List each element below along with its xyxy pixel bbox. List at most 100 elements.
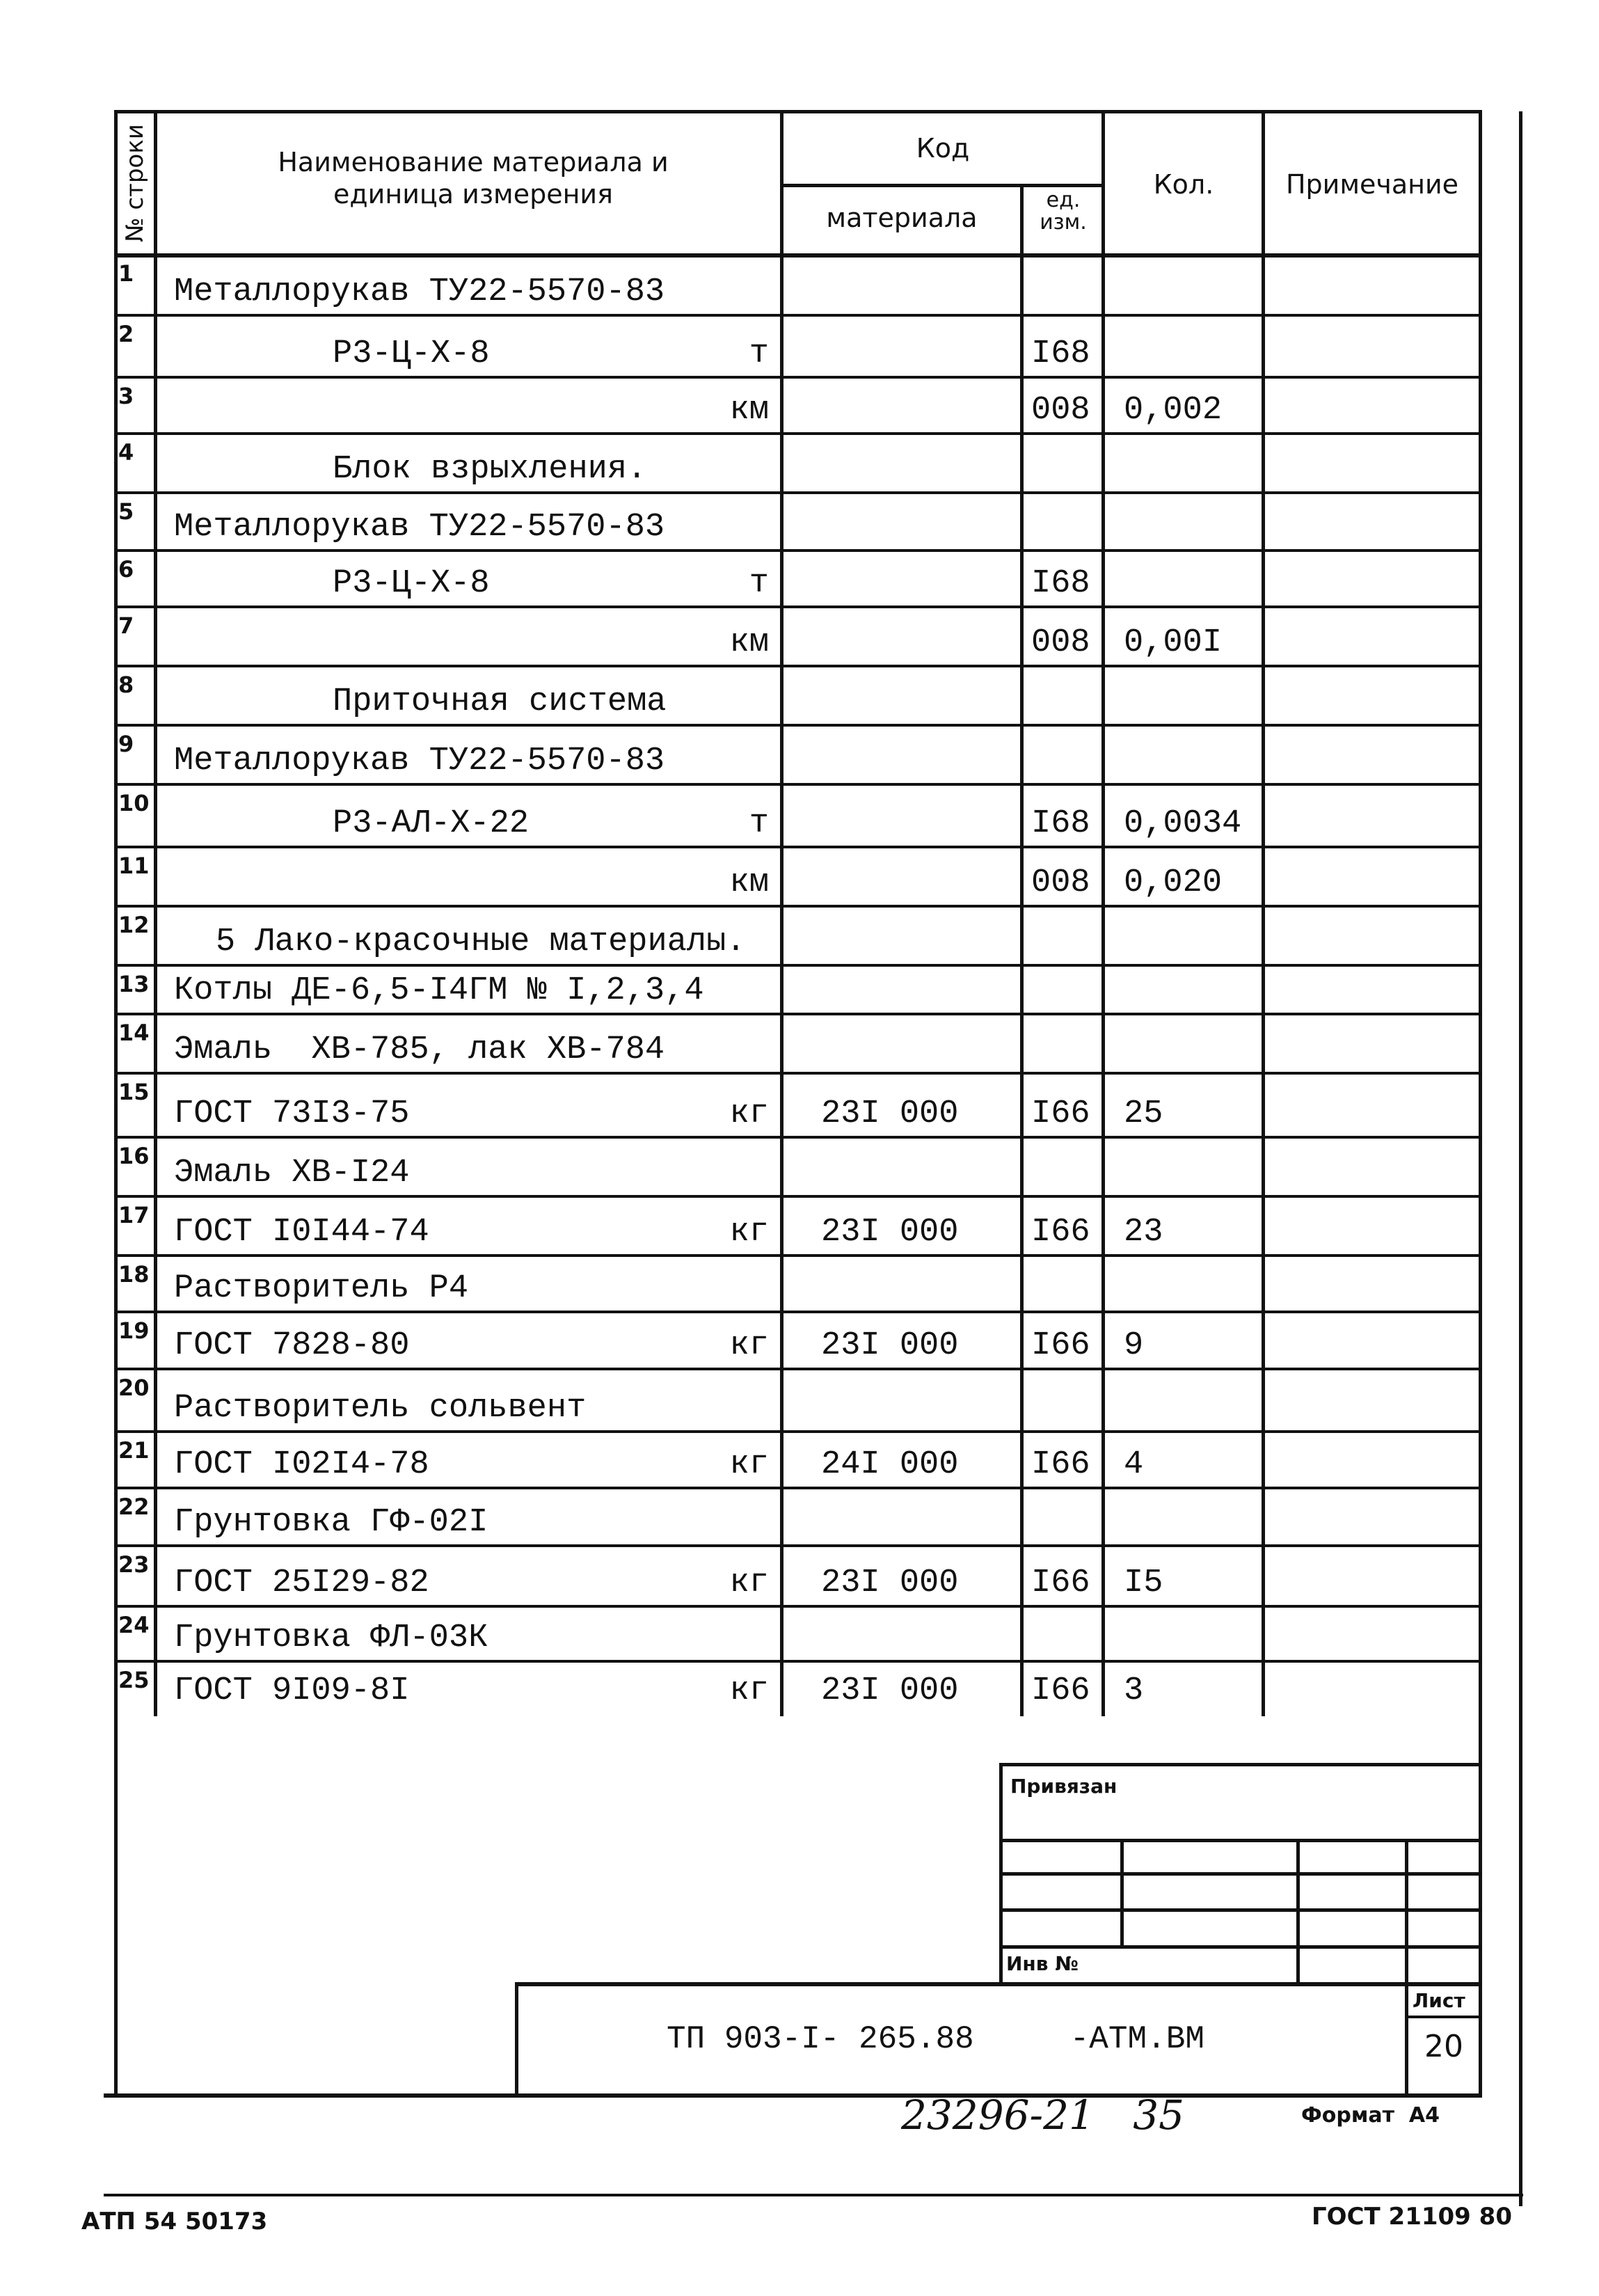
- row-line: [116, 605, 1481, 608]
- row-line: [116, 432, 1481, 435]
- header-row-no: № строки: [116, 111, 154, 254]
- stamp-vline: [1120, 1839, 1124, 1947]
- unit-code: 008: [1031, 392, 1090, 429]
- table-left-border: [114, 110, 118, 2095]
- stamp-line: [999, 1872, 1481, 1876]
- col-line: [1101, 110, 1105, 1716]
- row-number: 4: [118, 439, 134, 466]
- header-qty: Кол.: [1153, 169, 1214, 200]
- row-number: 7: [118, 612, 134, 639]
- unit-label: кг: [729, 1214, 769, 1251]
- material-code: 24I 000: [821, 1446, 959, 1483]
- row-number: 11: [118, 853, 150, 879]
- standard-label: ГОСТ 21109 80: [1312, 2203, 1512, 2231]
- unit-label: т: [749, 565, 769, 602]
- stamp-vline: [1479, 1716, 1482, 2098]
- col-line: [780, 110, 783, 1716]
- material-name: ГОСТ I0I44-74: [174, 1214, 429, 1251]
- row-line: [116, 1605, 1481, 1608]
- unit-label: км: [729, 392, 769, 429]
- material-code: 23I 000: [821, 1672, 959, 1709]
- stamp-line: [515, 1982, 1481, 1986]
- row-number: 10: [118, 790, 150, 816]
- row-number: 6: [118, 556, 134, 583]
- row-number: 12: [118, 912, 150, 938]
- unit-label: кг: [729, 1672, 769, 1709]
- material-name: Приточная система: [333, 683, 667, 720]
- stamp-line: [999, 1945, 1481, 1949]
- row-number: 18: [118, 1261, 150, 1288]
- material-name: ГОСТ 7828-80: [174, 1327, 410, 1364]
- code-subheader-line: [781, 184, 1103, 187]
- quantity: 0,020: [1124, 864, 1223, 901]
- material-name: Металлорукав ТУ22-5570-83: [174, 509, 665, 546]
- row-line: [116, 1072, 1481, 1075]
- row-number: 25: [118, 1667, 150, 1693]
- row-line: [116, 1254, 1481, 1257]
- row-number: 8: [118, 672, 134, 698]
- material-name: ГОСТ 9I09-8I: [174, 1672, 410, 1709]
- quantity: 25: [1124, 1095, 1163, 1132]
- inv-no-label: Инв №: [1006, 1952, 1079, 1975]
- stamp-line: [999, 1839, 1481, 1842]
- stamp-bottom-line: [104, 2093, 1481, 2098]
- col-line: [154, 110, 157, 1716]
- unit-label: т: [749, 335, 769, 372]
- row-line: [116, 724, 1481, 727]
- material-name: Металлорукав ТУ22-5570-83: [174, 274, 665, 310]
- col-line: [1262, 110, 1265, 1716]
- row-number: 23: [118, 1551, 150, 1578]
- unit-label: км: [729, 624, 769, 661]
- stamp-vline: [1296, 1839, 1300, 1985]
- row-line: [116, 1544, 1481, 1547]
- quantity: 0,00I: [1124, 624, 1223, 661]
- table-top-border: [116, 110, 1481, 113]
- material-name: Блок взрыхления.: [333, 451, 647, 488]
- material-name: Котлы ДЕ-6,5-I4ГМ № I,2,3,4: [174, 972, 704, 1009]
- col-line: [1020, 184, 1024, 1716]
- material-name: Эмаль ХВ-785, лак ХВ-784: [174, 1031, 665, 1068]
- row-line: [116, 549, 1481, 552]
- row-line: [116, 665, 1481, 667]
- format-label: Формат А4: [1301, 2103, 1440, 2128]
- unit-code: I68: [1031, 805, 1090, 842]
- unit-code: I66: [1031, 1214, 1090, 1251]
- row-number: 17: [118, 1202, 150, 1228]
- unit-label: кг: [729, 1446, 769, 1483]
- row-line: [116, 491, 1481, 494]
- stamp-line: [999, 1908, 1481, 1912]
- quantity: I5: [1124, 1565, 1163, 1601]
- material-code: 23I 000: [821, 1327, 959, 1364]
- row-line: [116, 376, 1481, 379]
- unit-code: I66: [1031, 1565, 1090, 1601]
- material-name: Растворитель сольвент: [174, 1390, 587, 1427]
- stamp-vline: [1405, 1839, 1408, 2095]
- row-line: [116, 314, 1481, 317]
- unit-label: км: [729, 864, 769, 901]
- quantity: 9: [1124, 1327, 1144, 1364]
- quantity: 23: [1124, 1214, 1163, 1251]
- material-code: 23I 000: [821, 1095, 959, 1132]
- row-line: [116, 964, 1481, 967]
- stamp-vline: [515, 1982, 518, 2098]
- material-code: 23I 000: [821, 1214, 959, 1251]
- row-number: 22: [118, 1494, 150, 1520]
- material-name: ГОСТ 25I29-82: [174, 1565, 429, 1601]
- unit-code: I66: [1031, 1327, 1090, 1364]
- row-number: 20: [118, 1375, 150, 1401]
- header-note: Примечание: [1285, 169, 1459, 200]
- unit-label: кг: [729, 1565, 769, 1601]
- unit-code: I68: [1031, 335, 1090, 372]
- row-number: 15: [118, 1079, 150, 1105]
- row-line: [116, 1195, 1481, 1198]
- row-number: 21: [118, 1437, 150, 1464]
- material-name: ГОСТ 73I3-75: [174, 1095, 410, 1132]
- quantity: 0,0034: [1124, 805, 1242, 842]
- quantity: 0,002: [1124, 392, 1223, 429]
- header-code: Код: [916, 133, 970, 164]
- header-row-no-label: № строки: [121, 123, 149, 242]
- row-number: 16: [118, 1143, 150, 1169]
- quantity: 4: [1124, 1446, 1144, 1483]
- row-line: [116, 1660, 1481, 1663]
- row-line: [116, 1368, 1481, 1370]
